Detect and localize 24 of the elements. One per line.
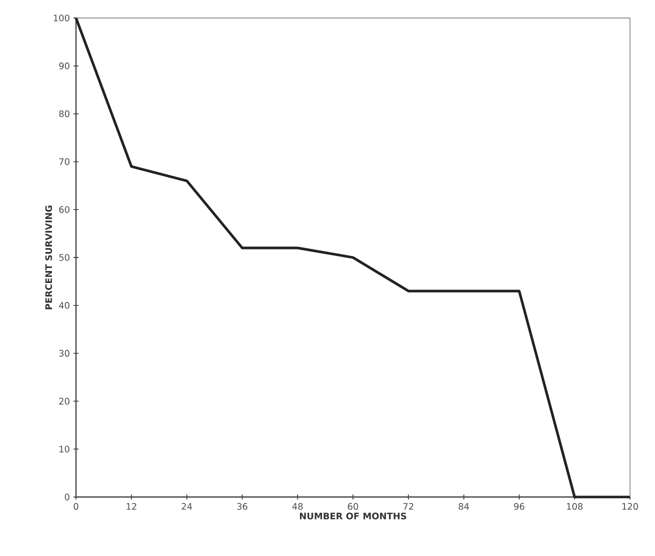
x-tick-label: 48 <box>292 503 303 510</box>
y-tick-label: 10 <box>60 446 70 452</box>
y-axis-title: PERCENT SURVIVING <box>45 206 52 310</box>
x-tick-label: 60 <box>348 503 358 510</box>
y-tick-label: 50 <box>59 254 70 261</box>
y-tick-label: 100 <box>54 14 70 22</box>
x-tick-label: 120 <box>622 503 638 510</box>
x-tick-label: 84 <box>458 503 470 510</box>
y-tick-label: 90 <box>59 62 70 70</box>
y-tick-label: 40 <box>59 302 70 309</box>
x-tick-label: 0 <box>74 503 78 510</box>
x-tick-label: 72 <box>403 503 414 510</box>
x-tick-label: 96 <box>514 503 524 510</box>
x-tick-label: 24 <box>182 503 192 510</box>
x-tick-label: 36 <box>237 503 248 510</box>
x-tick-label: 108 <box>567 503 583 510</box>
x-axis-title: NUMBER OF MONTHS <box>300 512 406 520</box>
y-tick-label: 0 <box>64 494 70 500</box>
y-tick-label: 60 <box>59 206 70 213</box>
y-tick-label: 30 <box>59 350 70 357</box>
y-tick-label: 20 <box>59 398 70 405</box>
y-tick-label: 70 <box>59 158 70 166</box>
x-tick-label: 12 <box>126 503 136 510</box>
y-tick-label: 80 <box>59 110 70 118</box>
